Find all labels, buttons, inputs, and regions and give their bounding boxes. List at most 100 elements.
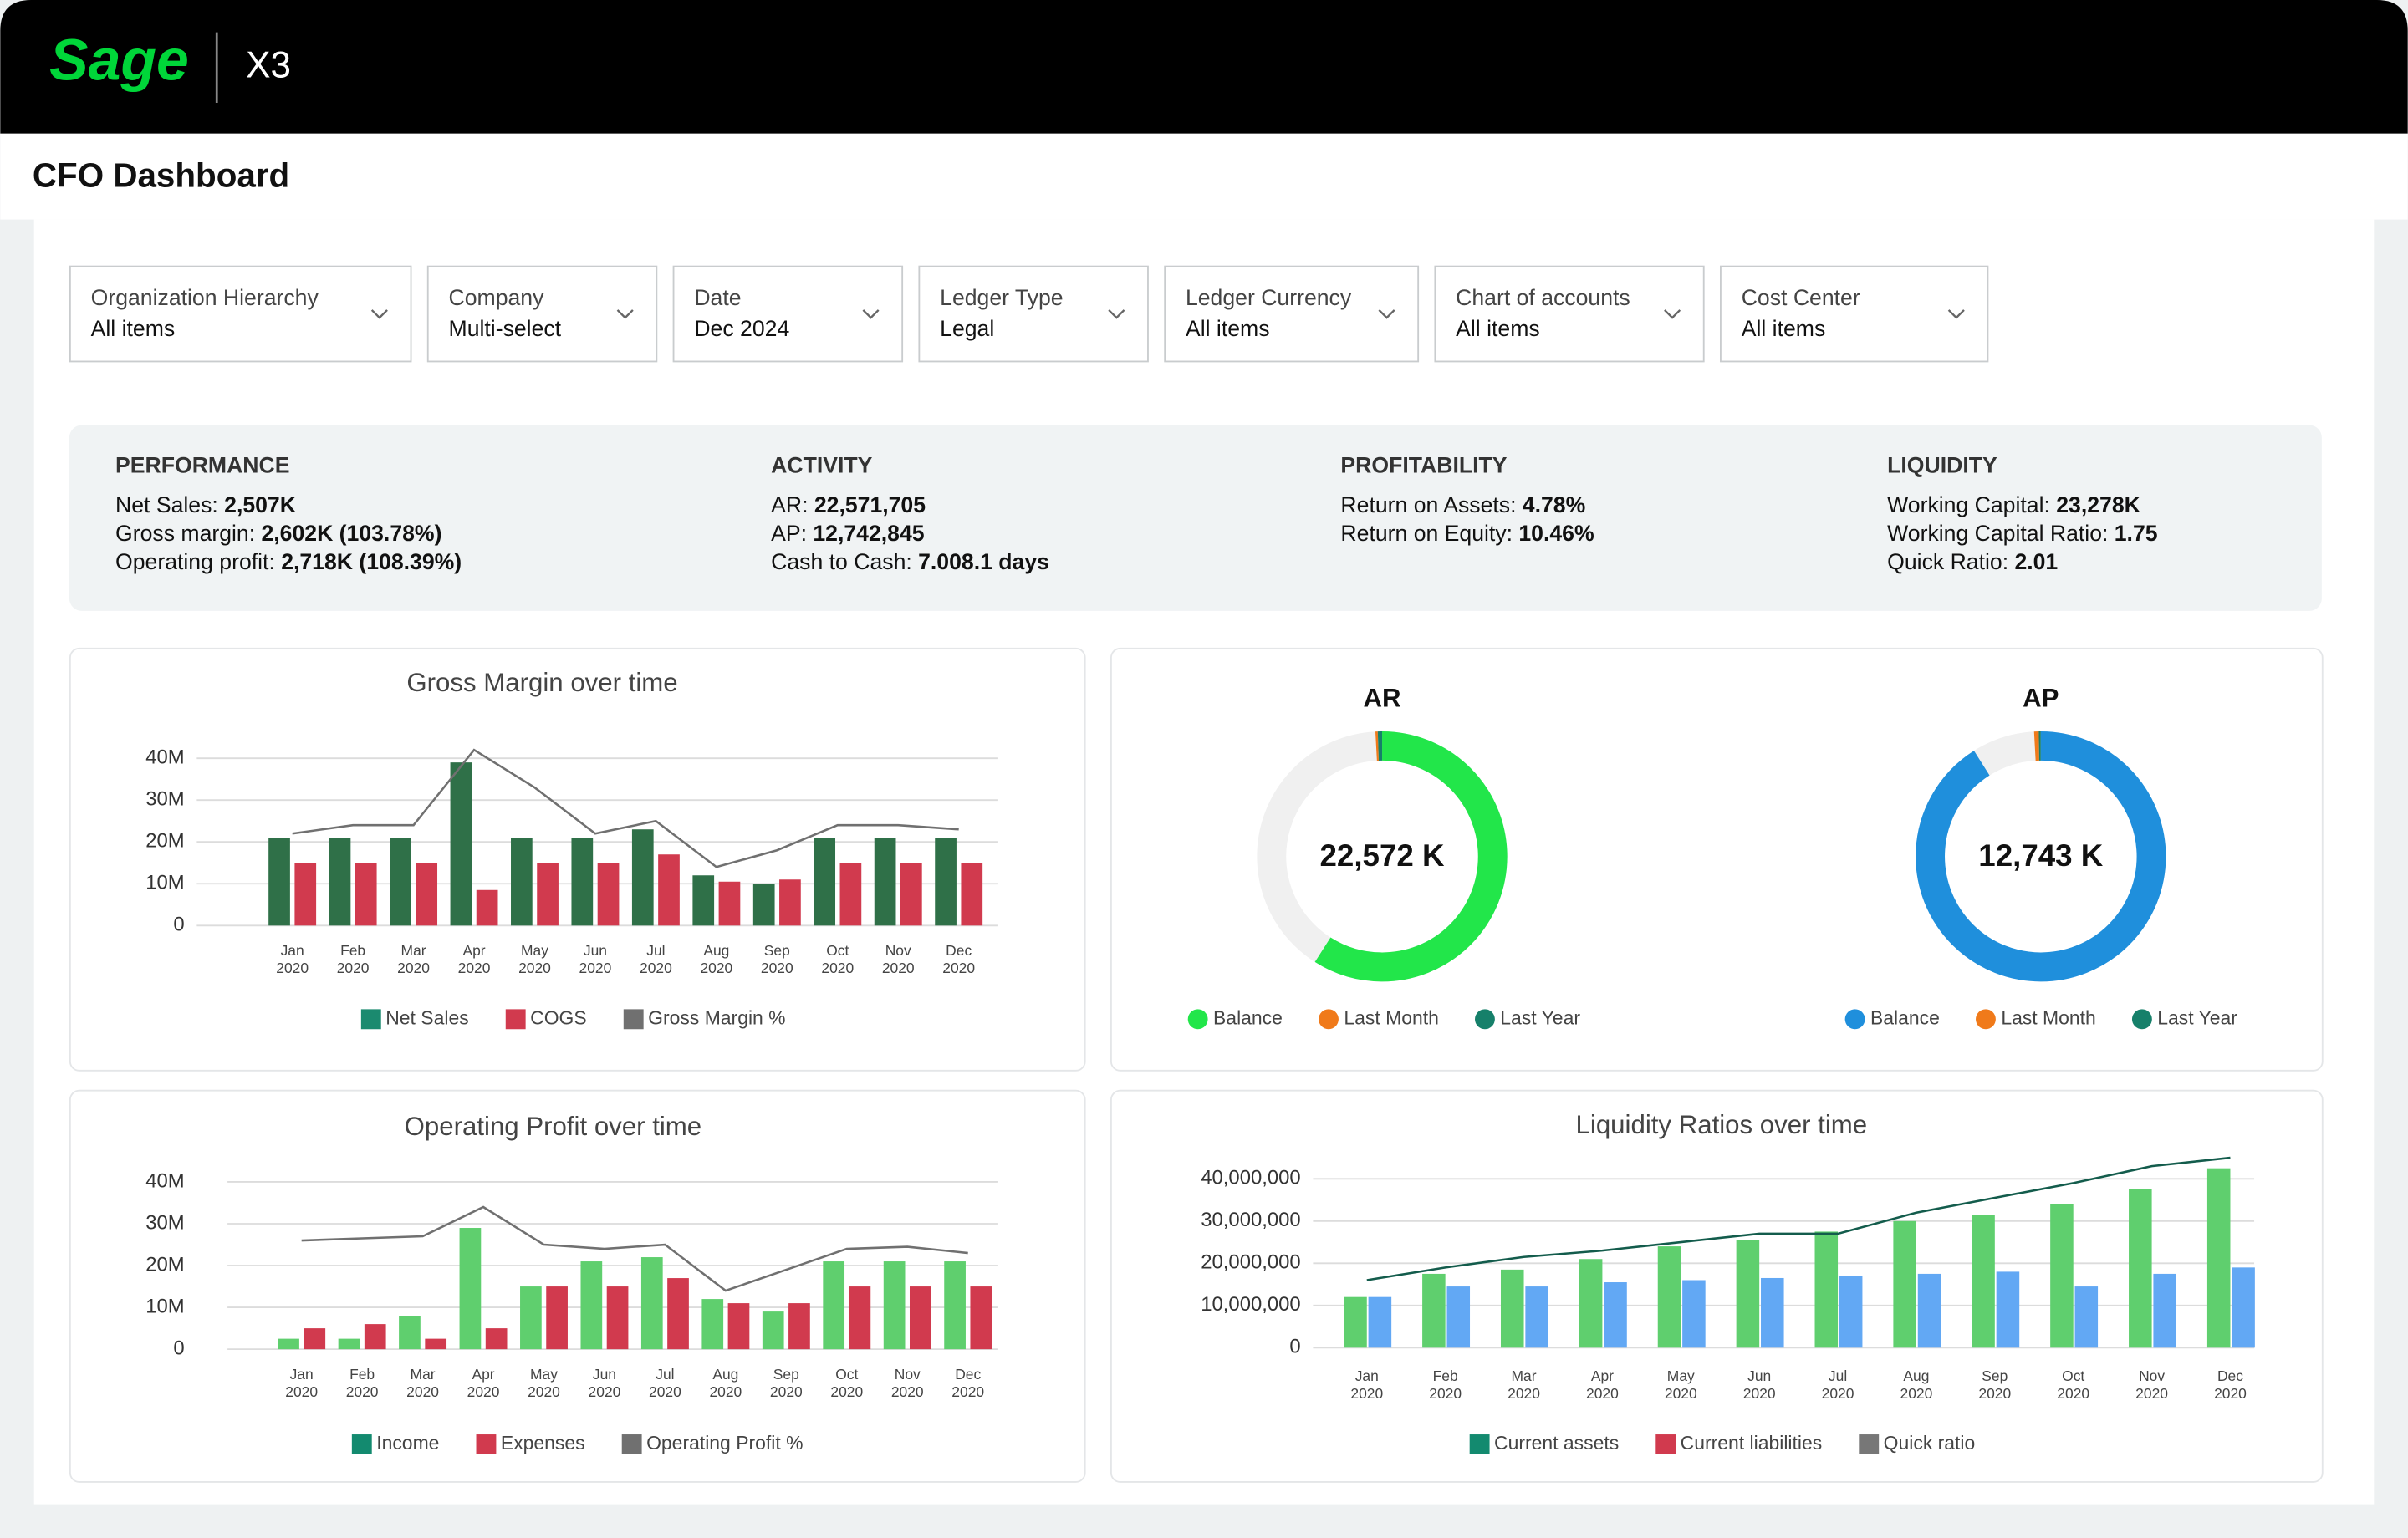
dropdown-label: Ledger Type [940, 285, 1063, 310]
legend-swatch [1187, 1009, 1208, 1030]
bar [909, 1286, 931, 1350]
legend-swatch [1656, 1434, 1676, 1454]
kpi-heading: ACTIVITY [771, 452, 872, 477]
dropdown-box[interactable] [918, 265, 1149, 363]
x-tick-label: 2020 [276, 960, 309, 976]
legend-label: Net Sales [385, 1006, 468, 1028]
kpi-value: 23,278K [2056, 492, 2140, 517]
kpi-label: Gross margin: [115, 521, 255, 546]
x-tick-label: 2020 [709, 1383, 742, 1400]
y-tick-label: 40M [145, 1169, 184, 1192]
x-tick-label: 2020 [891, 1383, 924, 1400]
x-tick-label: Mar [1512, 1367, 1537, 1384]
dropdown-box[interactable] [1720, 265, 1989, 363]
filter-dropdown[interactable]: Organization Hierarchy All items [69, 265, 412, 363]
bar [900, 863, 922, 926]
top-bar [0, 0, 2408, 134]
dropdown-box[interactable] [1164, 265, 1420, 363]
dropdown-label: Organization Hierarchy [91, 285, 319, 310]
bar [752, 884, 775, 926]
bar [1500, 1269, 1524, 1348]
bar [944, 1261, 966, 1350]
x-tick-label: Jan [290, 1366, 314, 1383]
x-tick-label: 2020 [2135, 1385, 2168, 1402]
bar [762, 1311, 784, 1350]
kpi-label: Cash to Cash: [771, 549, 912, 574]
chevron [370, 309, 388, 319]
legend-label: Last Month [2001, 1006, 2095, 1028]
legend-swatch [1844, 1009, 1865, 1030]
bar [476, 889, 498, 926]
donut-center-label: 22,572 K [1319, 838, 1445, 873]
dropdown-box[interactable] [1434, 265, 1705, 363]
legend-swatch [476, 1434, 497, 1454]
bar [1525, 1286, 1548, 1348]
kpi-panel [69, 425, 2322, 611]
legend-label: Last Year [1500, 1006, 1580, 1028]
x-tick-label: 2020 [1508, 1385, 1540, 1402]
kpi-heading: PROFITABILITY [1340, 452, 1507, 477]
bar [631, 829, 654, 926]
chevron [1664, 309, 1681, 319]
bar [511, 838, 533, 926]
x-tick-label: Oct [835, 1366, 858, 1383]
bar [450, 762, 472, 926]
bar [1917, 1273, 1941, 1348]
kpi-value: 22,571,705 [814, 492, 926, 517]
chevron [616, 309, 634, 319]
bar [1761, 1277, 1784, 1348]
filter-dropdown[interactable]: Chart of accounts All items [1434, 265, 1705, 363]
dropdown-value: All items [1742, 316, 1826, 341]
bar [823, 1261, 845, 1350]
x-tick-label: 2020 [2214, 1385, 2247, 1402]
bar [2232, 1267, 2255, 1348]
brand-logo[interactable]: Sage [49, 28, 189, 93]
legend-swatch [621, 1434, 642, 1454]
bar [304, 1328, 326, 1350]
donut-segment [1916, 731, 2166, 982]
x-tick-label: Aug [703, 942, 729, 959]
filter-dropdown[interactable]: Date Dec 2024 [672, 265, 904, 363]
filter-dropdown[interactable]: Ledger Type Legal [918, 265, 1149, 363]
bar [1682, 1280, 1706, 1348]
bar [399, 1316, 421, 1350]
bar [1368, 1296, 1392, 1348]
x-tick-label: 2020 [397, 960, 430, 976]
bar [1446, 1286, 1471, 1348]
x-tick-label: May [1667, 1367, 1695, 1384]
x-tick-label: Apr [1591, 1367, 1614, 1384]
bar [537, 863, 559, 926]
dropdown-box[interactable] [69, 265, 412, 363]
dropdown-box[interactable] [426, 265, 658, 363]
line-series [1366, 1156, 2231, 1281]
filter-dropdown[interactable]: Ledger Currency All items [1164, 265, 1420, 363]
filter-dropdown[interactable]: Company Multi-select [426, 265, 658, 363]
x-tick-label: 2020 [458, 960, 491, 976]
line-series [292, 748, 959, 868]
x-tick-label: 2020 [589, 1383, 621, 1400]
kpi-value: 7.008.1 days [918, 549, 1049, 574]
bar [727, 1303, 750, 1350]
x-tick-label: 2020 [649, 1383, 681, 1400]
chevron [1947, 309, 1965, 319]
bar [268, 838, 290, 926]
filter-dropdown[interactable]: Cost Center All items [1720, 265, 1989, 363]
dropdown-value: All items [91, 316, 176, 341]
legend-label: Current assets [1494, 1432, 1619, 1454]
y-tick-label: 40M [145, 746, 184, 768]
legend-swatch [623, 1009, 644, 1030]
x-tick-label: 2020 [285, 1383, 318, 1400]
chart-title: AR [1363, 684, 1400, 713]
x-tick-label: Aug [1903, 1367, 1929, 1384]
legend-label: Last Month [1344, 1006, 1438, 1028]
x-tick-label: 2020 [406, 1383, 439, 1400]
x-tick-label: Dec [2217, 1367, 2243, 1384]
x-tick-label: 2020 [518, 960, 551, 976]
dropdown-box[interactable] [672, 265, 904, 363]
dropdown-label: Date [694, 285, 741, 310]
dropdown-label: Company [449, 285, 545, 310]
legend-label: Balance [1213, 1006, 1283, 1028]
dropdown-label: Chart of accounts [1456, 285, 1630, 310]
donut-center-label: 12,743 K [1978, 838, 2104, 873]
